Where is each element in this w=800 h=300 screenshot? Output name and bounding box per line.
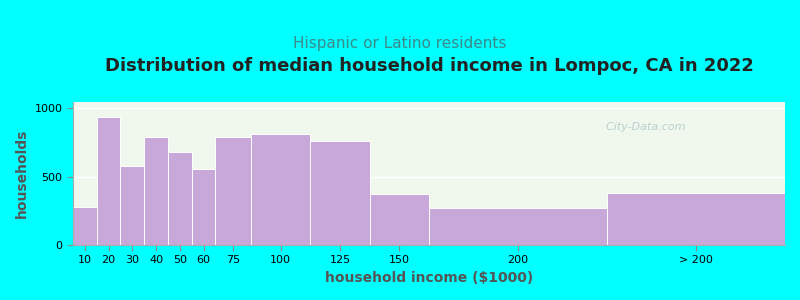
Y-axis label: households: households [15, 129, 29, 218]
Bar [144, 137, 168, 245]
Text: Hispanic or Latino residents: Hispanic or Latino residents [294, 36, 506, 51]
Text: City-Data.com: City-Data.com [599, 122, 686, 132]
Bar [215, 137, 251, 245]
Bar [251, 134, 310, 245]
Bar [310, 141, 370, 245]
Title: Distribution of median household income in Lompoc, CA in 2022: Distribution of median household income … [105, 57, 754, 75]
Bar [121, 166, 144, 245]
Bar [192, 169, 215, 245]
X-axis label: household income ($1000): household income ($1000) [325, 271, 533, 285]
Bar [97, 117, 121, 245]
Bar [73, 207, 97, 245]
Bar [429, 208, 607, 245]
Bar [370, 194, 429, 245]
Bar [607, 193, 785, 245]
Bar [168, 152, 192, 245]
